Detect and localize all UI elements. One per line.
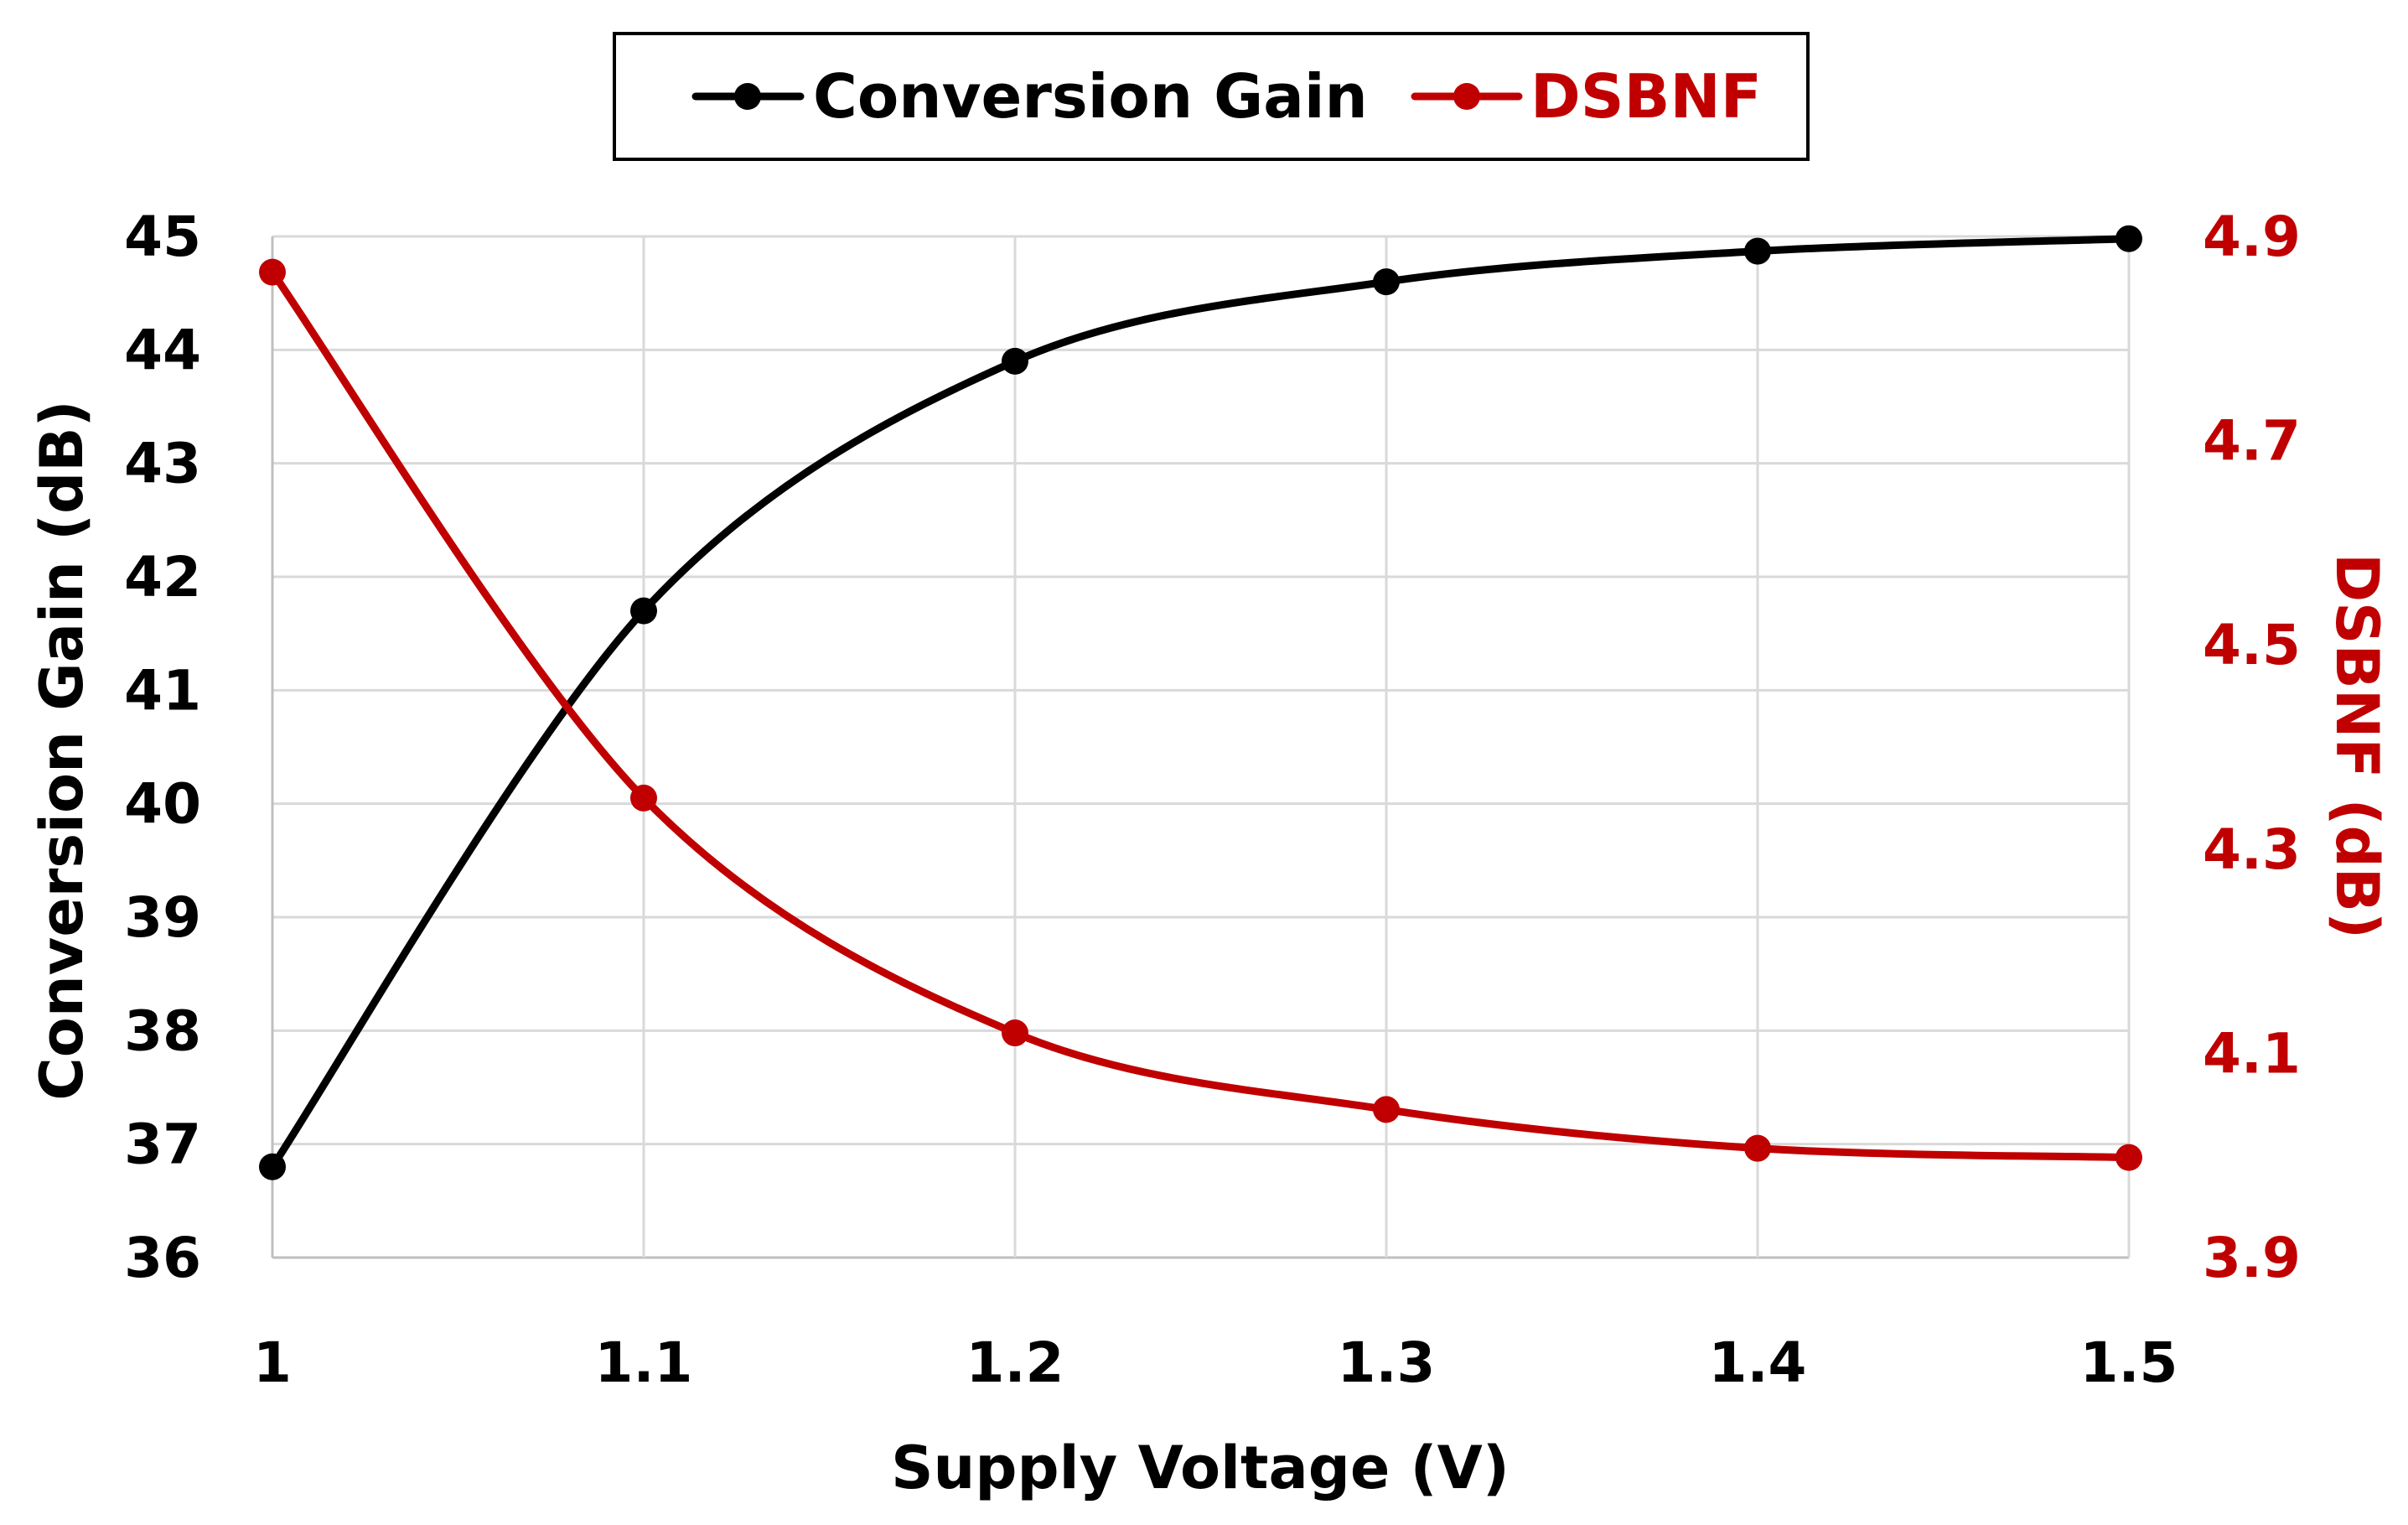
left-y-tick-label: 36 (124, 1226, 201, 1290)
left-y-tick-label: 39 (124, 885, 201, 950)
right-y-tick-label: 4.1 (2203, 1021, 2301, 1086)
legend-label-conversion-gain: Conversion Gain (813, 61, 1368, 132)
right-y-tick-labels: 3.9 4.1 4.3 4.5 4.7 4.9 (2203, 205, 2301, 1290)
x-tick-label: 1.4 (1709, 1330, 1807, 1395)
series-line-dsbnf (268, 268, 2133, 1162)
x-axis-title: Supply Voltage (V) (891, 1434, 1510, 1502)
legend-box (613, 32, 1810, 161)
left-y-axis-title: Conversion Gain (dB) (28, 400, 96, 1100)
series-lines (268, 235, 2133, 1171)
x-tick-label: 1.5 (2080, 1330, 2178, 1395)
left-y-tick-label: 44 (124, 318, 201, 382)
data-point-conversion-gain (259, 1153, 286, 1180)
data-point-dsbnf (2115, 1144, 2142, 1171)
right-y-tick-label: 4.7 (2203, 409, 2301, 474)
data-point-dsbnf (1002, 1019, 1028, 1047)
right-y-tick-label: 4.9 (2203, 205, 2301, 269)
right-y-tick-label: 3.9 (2203, 1226, 2301, 1290)
data-point-dsbnf (630, 784, 657, 812)
right-y-axis-title: DSBNF (dB) (2323, 553, 2391, 939)
data-point-dsbnf (1744, 1134, 1771, 1162)
data-point-conversion-gain (1744, 237, 1771, 265)
grid (271, 235, 2131, 1259)
legend-marker-dot-conversion-gain (734, 83, 761, 110)
data-point-conversion-gain (2115, 225, 2142, 252)
left-y-tick-label: 43 (124, 432, 201, 496)
legend-marker-dot-dsbnf (1453, 83, 1480, 110)
x-tick-label: 1.1 (595, 1330, 693, 1395)
x-tick-label: 1.2 (966, 1330, 1064, 1395)
left-y-tick-label: 37 (124, 1113, 201, 1177)
series-line-conversion-gain (268, 235, 2133, 1171)
x-tick-label: 1 (253, 1330, 292, 1395)
x-tick-label: 1.3 (1338, 1330, 1436, 1395)
x-tick-labels: 1 1.1 1.2 1.3 1.4 1.5 (253, 1330, 2178, 1395)
data-point-conversion-gain (1002, 347, 1028, 375)
legend-label-dsbnf: DSBNF (1530, 61, 1762, 132)
right-y-tick-label: 4.3 (2203, 817, 2301, 882)
left-y-tick-label: 45 (124, 205, 201, 269)
left-y-tick-label: 41 (124, 658, 201, 723)
left-y-tick-label: 38 (124, 999, 201, 1063)
right-y-tick-label: 4.5 (2203, 613, 2301, 677)
data-point-conversion-gain (630, 597, 657, 625)
data-point-conversion-gain (1373, 268, 1400, 296)
data-point-dsbnf (259, 258, 286, 286)
legend: Conversion Gain DSBNF (613, 32, 1810, 161)
data-point-dsbnf (1373, 1096, 1400, 1123)
left-y-tick-label: 40 (124, 772, 201, 837)
left-y-tick-labels: 36 37 38 39 40 41 42 43 44 45 (124, 205, 201, 1290)
series-points (259, 225, 2142, 1180)
left-y-tick-label: 42 (124, 545, 201, 609)
